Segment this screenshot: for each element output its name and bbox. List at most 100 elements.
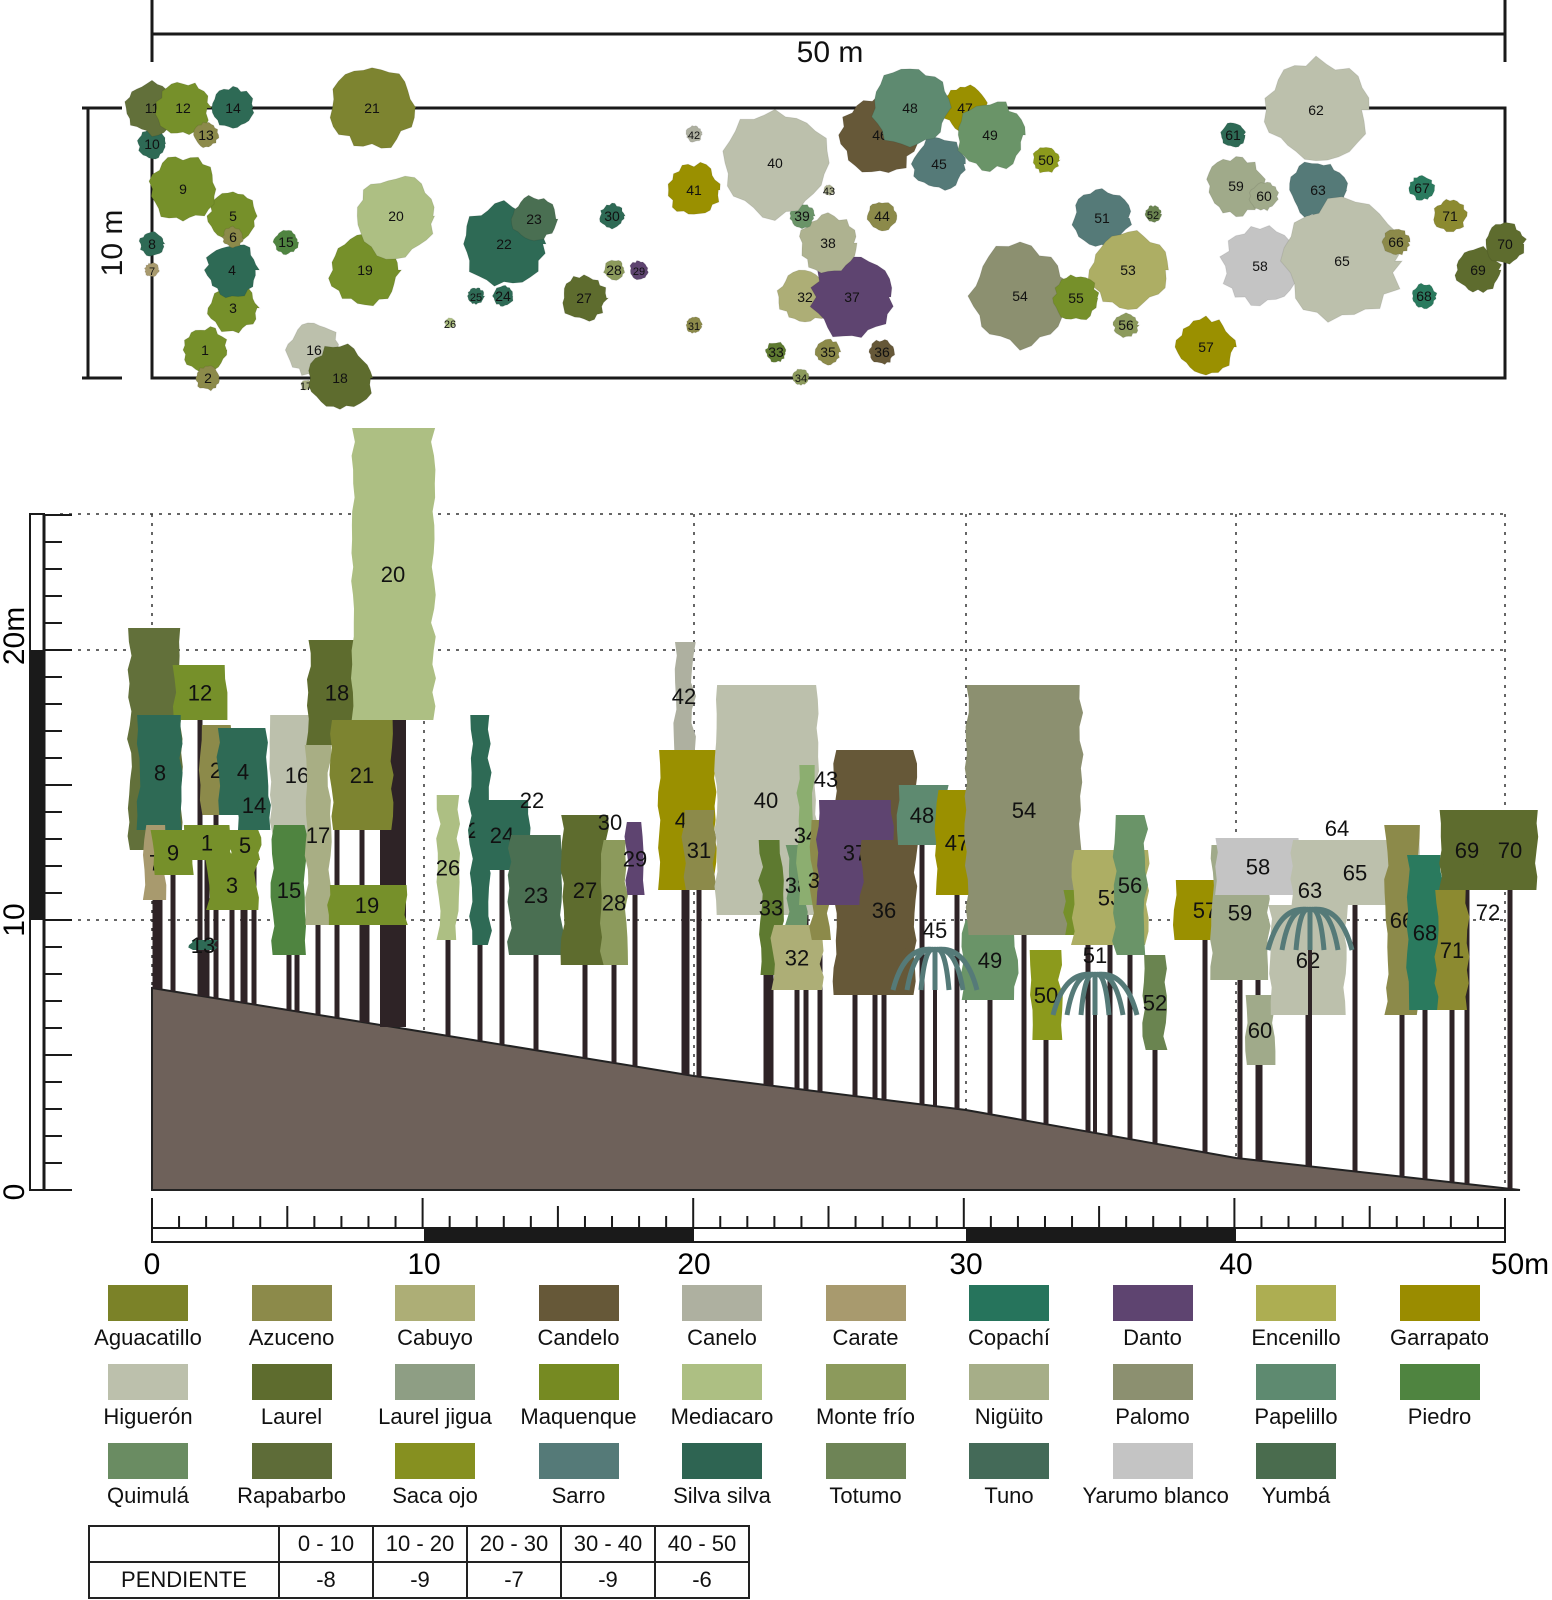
plan-crown-36: 36 bbox=[868, 338, 896, 366]
legend-item-cabuyo: Cabuyo bbox=[365, 1285, 505, 1351]
legend-label: Yarumo blanco bbox=[1082, 1483, 1229, 1508]
plan-crown-label: 31 bbox=[688, 321, 700, 333]
legend-label: Mediacaro bbox=[670, 1404, 774, 1429]
profile-tree-label: 28 bbox=[602, 891, 626, 916]
profile-label-72: 72 bbox=[1476, 900, 1500, 925]
legend-item-yumbá: Yumbá bbox=[1226, 1443, 1366, 1509]
profile-label-22: 22 bbox=[520, 788, 544, 813]
plan-crown-label: 22 bbox=[496, 236, 512, 252]
legend-item-papelillo: Papelillo bbox=[1226, 1364, 1366, 1430]
plan-crown-label: 9 bbox=[179, 181, 187, 197]
plan-crown-7: 7 bbox=[143, 262, 160, 278]
profile-tree-42: 42 bbox=[672, 642, 696, 750]
legend-swatch bbox=[682, 1443, 762, 1479]
profile-label-64: 64 bbox=[1325, 816, 1349, 841]
plan-crown-label: 54 bbox=[1012, 288, 1028, 304]
legend-swatch bbox=[108, 1364, 188, 1400]
profile-label-43: 43 bbox=[814, 767, 838, 792]
profile-tree-69: 69 bbox=[1438, 810, 1497, 890]
slope-header-row: 0 - 10 10 - 20 20 - 30 30 - 40 40 - 50 bbox=[88, 1525, 750, 1563]
plan-crown-label: 18 bbox=[332, 370, 348, 386]
legend-label: Garrapato bbox=[1389, 1325, 1490, 1350]
legend-label: Higuerón bbox=[103, 1404, 193, 1429]
profile-tree-label: 40 bbox=[754, 788, 778, 813]
profile-tree-71: 71 bbox=[1434, 890, 1470, 1010]
plan-crown-label: 21 bbox=[364, 100, 380, 116]
plan-crown-18: 18 bbox=[308, 343, 374, 410]
plan-crown-67: 67 bbox=[1408, 174, 1436, 201]
legend-swatch bbox=[825, 1364, 906, 1400]
legend-item-saca-ojo: Saca ojo bbox=[365, 1443, 505, 1509]
profile-trees: 1112824147915313161517182119202625242327… bbox=[127, 428, 1539, 1189]
slope-value-40-50: -6 bbox=[654, 1561, 750, 1599]
legend-label: Piedro bbox=[1407, 1404, 1472, 1429]
legend-swatch bbox=[969, 1364, 1049, 1400]
plan-crown-label: 37 bbox=[844, 289, 860, 305]
profile-tree-label: 3 bbox=[226, 873, 238, 898]
legend-swatch bbox=[1112, 1285, 1193, 1321]
profile-tree-8: 8 bbox=[136, 715, 183, 830]
slope-row-label: PENDIENTE bbox=[88, 1561, 280, 1599]
legend-item-encenillo: Encenillo bbox=[1226, 1285, 1366, 1351]
legend-swatch bbox=[1256, 1364, 1336, 1400]
legend-item-laurel-jigua: Laurel jigua bbox=[365, 1364, 505, 1430]
legend-label: Quimulá bbox=[107, 1483, 189, 1508]
profile-tree-label: 60 bbox=[1248, 1018, 1272, 1043]
plan-crown-13: 13 bbox=[192, 121, 220, 149]
legend-item-laurel: Laurel bbox=[222, 1364, 362, 1430]
legend-swatch bbox=[682, 1364, 762, 1400]
plan-crown-label: 27 bbox=[576, 290, 592, 306]
legend-label: Laurel jigua bbox=[378, 1404, 492, 1429]
profile-tree-label: 15 bbox=[277, 878, 301, 903]
legend-item-totumo: Totumo bbox=[796, 1443, 936, 1509]
plan-crown-label: 5 bbox=[229, 208, 237, 224]
plan-crown-2: 2 bbox=[195, 365, 221, 392]
plan-crown-65: 65 bbox=[1279, 196, 1405, 324]
profile-fern-label: 45 bbox=[923, 918, 947, 943]
profile-tree-label: 52 bbox=[1143, 991, 1167, 1016]
profile-tree-56: 56 bbox=[1112, 815, 1148, 955]
plan-crown-27: 27 bbox=[562, 274, 610, 322]
profile-tree-label: 33 bbox=[759, 896, 783, 921]
plan-crown-label: 36 bbox=[874, 344, 890, 360]
plan-crown-10: 10 bbox=[136, 128, 167, 160]
x-tick-20: 20 bbox=[677, 1248, 710, 1280]
profile-tree-14: 14 bbox=[236, 780, 271, 830]
profile-fern-45: 45 bbox=[890, 918, 980, 1107]
plan-crown-43: 43 bbox=[823, 184, 835, 198]
legend-label: Copachí bbox=[968, 1325, 1050, 1350]
plan-crown-37: 37 bbox=[809, 256, 894, 339]
profile-fern-label: 51 bbox=[1083, 943, 1107, 968]
plan-crown-6: 6 bbox=[221, 225, 245, 249]
plan-dimension-lines bbox=[82, 0, 1507, 380]
slope-value-0-10: -8 bbox=[278, 1561, 374, 1599]
plan-crown-label: 52 bbox=[1147, 210, 1159, 222]
plan-crown-49: 49 bbox=[957, 101, 1026, 173]
plan-crown-label: 71 bbox=[1442, 208, 1458, 224]
legend-label: Candelo bbox=[537, 1325, 620, 1350]
plan-crown-24: 24 bbox=[491, 284, 514, 307]
plan-crown-label: 33 bbox=[768, 344, 784, 360]
plan-crown-53: 53 bbox=[1087, 229, 1170, 311]
legend-swatch bbox=[969, 1285, 1049, 1321]
plan-height-label: 10 m bbox=[96, 210, 129, 277]
legend-item-yarumo-blanco: Yarumo blanco bbox=[1082, 1443, 1229, 1509]
plan-crown-label: 60 bbox=[1256, 188, 1272, 204]
profile-tree-68: 68 bbox=[1406, 855, 1444, 1010]
legend-item-mediacaro: Mediacaro bbox=[652, 1364, 792, 1430]
plan-crown-label: 11 bbox=[145, 100, 160, 116]
profile-tree-21: 21 bbox=[329, 720, 394, 830]
legend-swatch bbox=[538, 1364, 619, 1400]
profile-tree-12: 12 bbox=[172, 665, 228, 720]
plan-crown-label: 15 bbox=[278, 234, 294, 250]
x-tick-50m: 50m bbox=[1491, 1248, 1549, 1280]
legend-swatch bbox=[1112, 1364, 1193, 1400]
plan-crown-label: 63 bbox=[1310, 182, 1326, 198]
plan-crown-label: 30 bbox=[604, 208, 620, 224]
profile-tree-label: 16 bbox=[285, 763, 309, 788]
legend-swatch bbox=[1112, 1443, 1193, 1479]
profile-tree-15: 15 bbox=[270, 825, 308, 955]
slope-corner-cell bbox=[88, 1525, 280, 1563]
profile-tree-label: 69 bbox=[1455, 838, 1479, 863]
profile-tree-label: 1 bbox=[201, 831, 213, 856]
